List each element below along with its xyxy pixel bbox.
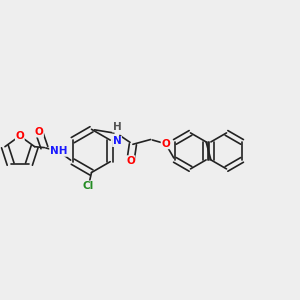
Text: Cl: Cl [83,181,94,191]
Text: NH: NH [50,146,67,156]
Text: O: O [126,156,135,166]
Text: O: O [161,139,170,149]
Text: N: N [112,136,122,146]
Text: O: O [15,131,24,141]
Text: O: O [34,127,43,137]
Text: H: H [112,122,122,132]
